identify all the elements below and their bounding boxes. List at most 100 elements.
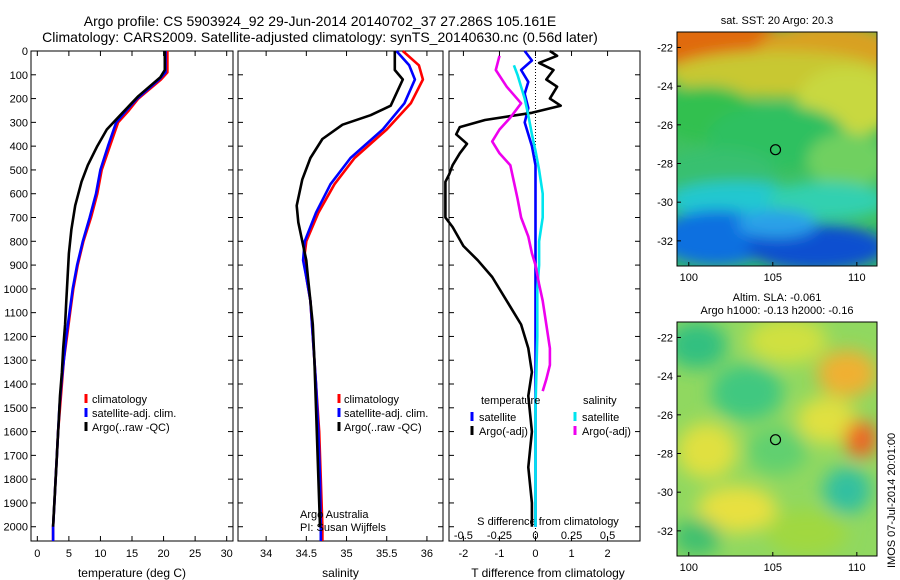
- sst_map-ytick-label: -26: [657, 120, 673, 132]
- figure-title-line2: Climatology: CARS2009. Satellite-adjuste…: [42, 29, 598, 45]
- temperature-xtick-label: 10: [94, 548, 106, 560]
- sla_map-ytick-label: -32: [657, 526, 673, 538]
- temperature-legend-climatology: climatology: [92, 394, 148, 406]
- sla-map-title-0: Altim. SLA: -0.061: [733, 292, 822, 304]
- difference-legend-title-salinity: salinity: [583, 395, 617, 407]
- salinity-legend-satellite-adj-clim: satellite-adj. clim.: [344, 408, 428, 420]
- depth-tick-label: 100: [10, 70, 28, 82]
- sst_map-xtick-label: 100: [680, 272, 698, 284]
- sla_map-float-marker: [769, 434, 782, 446]
- difference-legend-temperature-satellite: satellite: [479, 412, 516, 424]
- panel-sst_map: 100 105 110 -22 -24 -26 -28 -30 -32 sat. SST: 20 …: [657, 15, 878, 284]
- difference-xlabel: T difference from climatology: [471, 566, 625, 580]
- sla_map-ytick-label: -28: [657, 449, 673, 461]
- sla_map-field-cell: [747, 322, 827, 365]
- salinity-xtick-label: 34: [260, 548, 272, 560]
- salinity-series-satellite-adj-clim: [301, 50, 417, 541]
- salinity-annotation-1: PI: Susan Wijffels: [300, 522, 386, 534]
- sla_map-ytick-label: -26: [657, 410, 673, 422]
- salinity-series-argo-raw-qc: [295, 51, 405, 527]
- depth-tick-label: 1800: [4, 474, 28, 486]
- difference-series-t-argo-adj: [444, 49, 563, 527]
- depth-tick-label: 0: [22, 46, 28, 58]
- temperature-series-argo-raw-qc: [51, 51, 167, 527]
- temperature-xlabel: temperature (deg C): [78, 566, 186, 580]
- difference-s-tick-label: -0.25: [487, 530, 512, 542]
- difference-axes-frame: [448, 50, 641, 542]
- depth-tick-label: 1200: [4, 331, 28, 343]
- depth-tick-label: 1100: [4, 308, 28, 320]
- temperature-legend-satellite-adj-clim: satellite-adj. clim.: [92, 408, 176, 420]
- sla_map-field-cell: [697, 485, 777, 533]
- sla_map-frame: [676, 321, 878, 557]
- difference-xtick-label: 1: [568, 548, 574, 560]
- difference-xlabel-top: S difference from climatology: [477, 516, 619, 528]
- salinity-axes-frame: [237, 50, 444, 542]
- figure-title-line1: Argo profile: CS 5903924_92 29-Jun-2014 …: [83, 13, 557, 29]
- temperature-xtick-label: 25: [189, 548, 201, 560]
- sla-map-title-1: Argo h1000: -0.13 h2000: -0.16: [701, 305, 854, 317]
- sla_map-field-cell: [747, 427, 807, 475]
- sla_map-field-cell: [797, 396, 857, 444]
- maps-layer: 100 105 110 -22 -24 -26 -28 -30 -32 sat. SST: 20 …: [657, 15, 878, 574]
- temperature-xtick-label: 0: [34, 548, 40, 560]
- sst_map-field-blobs: [677, 32, 877, 266]
- panel-sla_map: 100 105 110 -22 -24 -26 -28 -30 -32 Altim. SLA: -…: [657, 292, 878, 574]
- salinity-xtick-label: 34.5: [296, 548, 317, 560]
- temperature-xtick-label: 15: [126, 548, 138, 560]
- difference-s-tick-label: 0.5: [600, 530, 615, 542]
- depth-tick-label: 1700: [4, 450, 28, 462]
- salinity-annotation-0: Argo Australia: [300, 509, 369, 521]
- difference-legend-salinity-satellite: satellite: [582, 412, 619, 424]
- sst_map-ytick-label: -22: [657, 42, 673, 54]
- sla_map-field-cell: [845, 420, 877, 458]
- sla_map-field-blobs: [677, 322, 877, 556]
- sst_map-float-marker: [769, 144, 782, 156]
- difference-xtick-label: 0: [532, 548, 538, 560]
- difference-s-tick-label: 0.25: [561, 530, 582, 542]
- sst_map-field-cell: [677, 181, 807, 220]
- depth-tick-label: 400: [10, 141, 28, 153]
- difference-s-tick-label: 0: [532, 530, 538, 542]
- panel-temperature: 0100200300400500600700800900100011001200…: [4, 46, 234, 580]
- salinity-legend-argo-raw-qc: Argo(..raw -QC): [344, 422, 422, 434]
- sst_map-ytick-label: -32: [657, 236, 673, 248]
- difference-series-s-argo-adj: [490, 55, 552, 392]
- sst_map-field-cell: [767, 181, 877, 220]
- sla_map-ytick-label: -24: [657, 371, 673, 383]
- profiles-layer: 0100200300400500600700800900100011001200…: [4, 46, 641, 580]
- sst_map-field-cell: [807, 132, 877, 189]
- depth-tick-label: 1600: [4, 427, 28, 439]
- depth-tick-label: 900: [10, 260, 28, 272]
- depth-tick-label: 2000: [4, 522, 28, 534]
- depth-tick-label: 700: [10, 213, 28, 225]
- panel-difference: -2 -1 0 1 2 -0.5 -0.25 0 0.25 0.5 S difference fro…: [444, 49, 641, 580]
- depth-tick-label: 1900: [4, 498, 28, 510]
- temperature-axes-frame: [30, 50, 234, 542]
- temperature-legend-argo-raw-qc: Argo(..raw -QC): [92, 422, 170, 434]
- sla_map-field-cell: [711, 364, 783, 421]
- sla_map-field-cell: [823, 467, 871, 514]
- depth-tick-label: 1300: [4, 355, 28, 367]
- salinity-xtick-label: 36: [421, 548, 433, 560]
- sla_map-field-cell: [677, 518, 721, 556]
- sst_map-xtick-label: 105: [764, 272, 782, 284]
- temperature-series-satellite-adj-clim: [51, 51, 167, 541]
- difference-xtick-label: 2: [605, 548, 611, 560]
- depth-tick-label: 200: [10, 94, 28, 106]
- salinity-series-climatology: [302, 50, 425, 541]
- sst_map-xtick-label: 110: [848, 272, 866, 284]
- difference-xtick-label: -2: [459, 548, 469, 560]
- panel-salinity: 34 34.5 35 35.5 36 salinity climatology satelli…: [237, 50, 444, 580]
- sla_map-field-cell: [817, 350, 877, 397]
- salinity-legend-climatology: climatology: [344, 394, 400, 406]
- difference-xtick-label: -1: [495, 548, 505, 560]
- sla_map-field: [677, 322, 877, 556]
- timestamp-stamp: IMOS 07-Jul-2014 20:01:00: [886, 433, 898, 568]
- sst_map-ytick-label: -24: [657, 81, 673, 93]
- sla_map-xtick-label: 105: [764, 562, 782, 574]
- sla_map-xtick-label: 110: [848, 562, 866, 574]
- sla_map-xtick-label: 100: [680, 562, 698, 574]
- salinity-xlabel: salinity: [322, 566, 359, 580]
